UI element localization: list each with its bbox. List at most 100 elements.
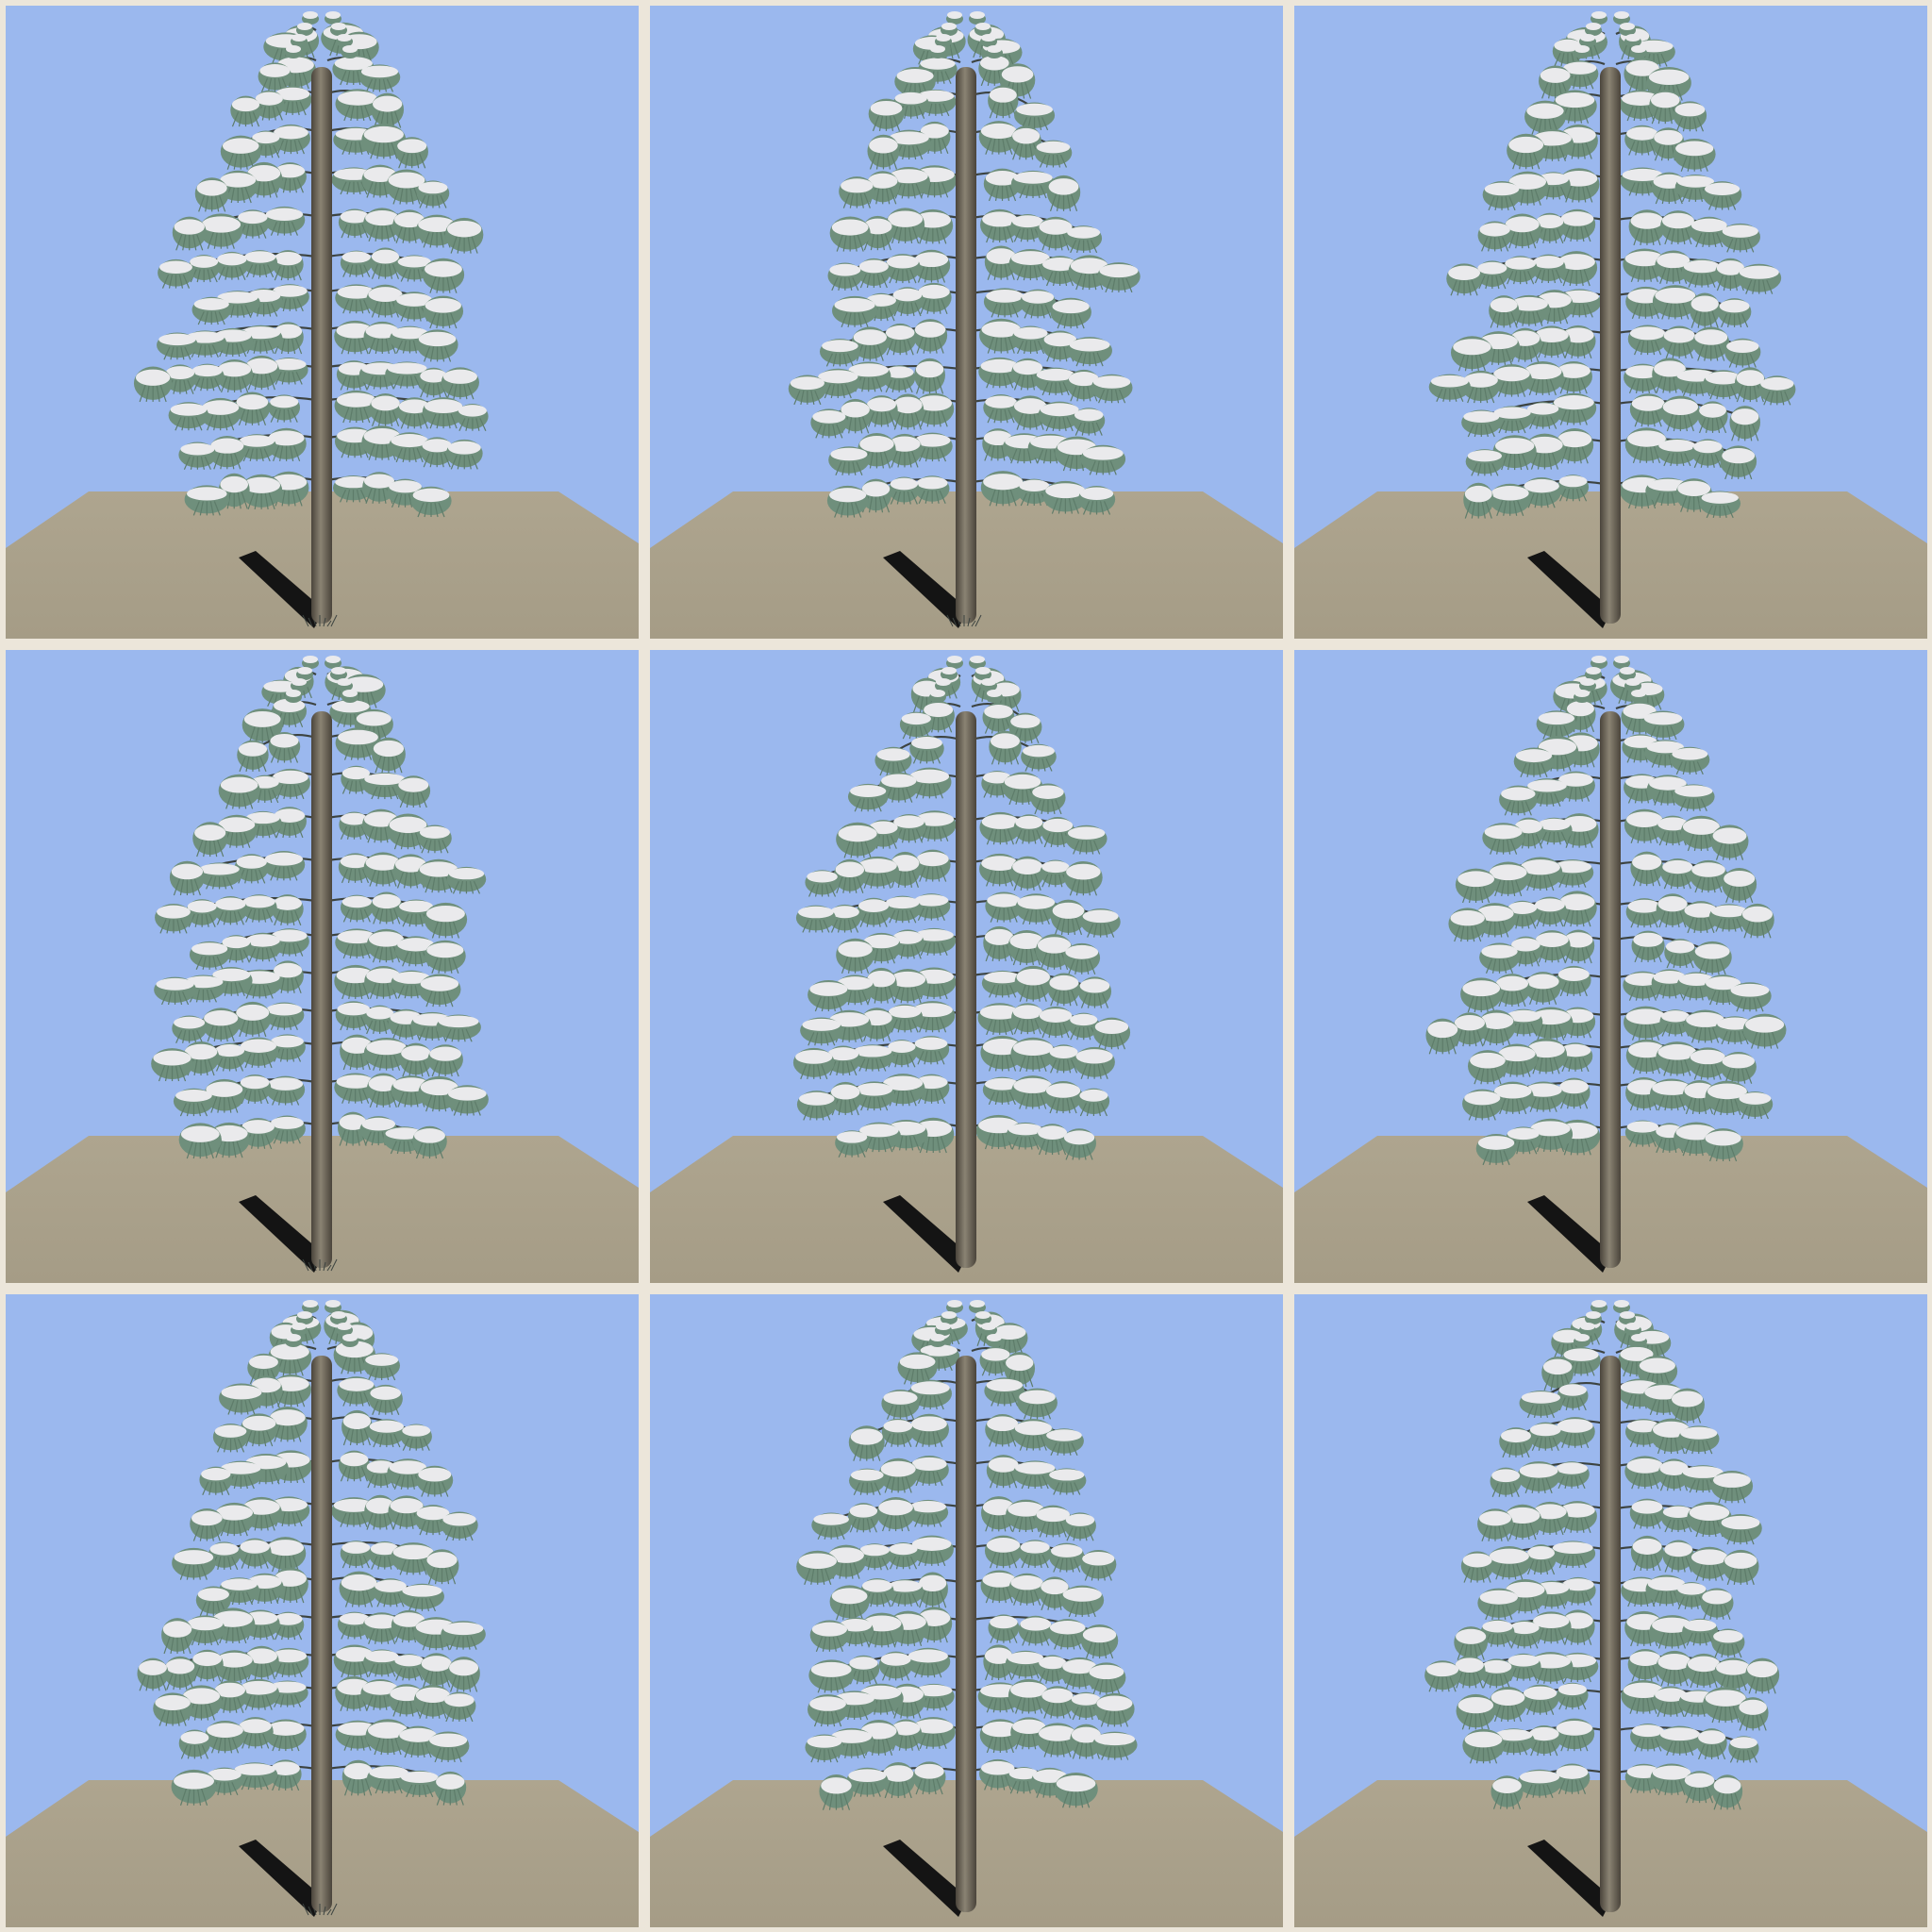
needles bbox=[850, 1060, 858, 1076]
needles bbox=[940, 226, 947, 244]
snow-cap bbox=[1052, 902, 1085, 919]
needles bbox=[1518, 453, 1523, 471]
needles bbox=[388, 1556, 392, 1570]
snow-cap bbox=[1574, 45, 1590, 53]
needles bbox=[210, 1666, 215, 1682]
snow-cap bbox=[158, 333, 196, 346]
needles bbox=[413, 375, 422, 389]
needles bbox=[183, 379, 188, 394]
needles bbox=[222, 876, 227, 890]
needles bbox=[1449, 1037, 1457, 1055]
needles bbox=[197, 311, 205, 325]
snow-cap bbox=[982, 772, 1012, 784]
needles bbox=[389, 1055, 394, 1071]
needles bbox=[261, 1090, 269, 1105]
needles bbox=[1621, 42, 1628, 60]
needles bbox=[193, 1666, 201, 1682]
needles bbox=[1641, 947, 1645, 963]
needles bbox=[1577, 107, 1583, 124]
needles bbox=[953, 42, 960, 59]
needles bbox=[1005, 1091, 1009, 1105]
needles bbox=[224, 1025, 228, 1042]
needles bbox=[1678, 303, 1683, 320]
needles bbox=[988, 1091, 995, 1106]
needles bbox=[1730, 385, 1738, 400]
needles bbox=[820, 1106, 824, 1121]
needles bbox=[911, 1019, 919, 1033]
snow-cap bbox=[364, 1614, 399, 1629]
needles bbox=[1726, 385, 1731, 400]
needles bbox=[369, 870, 376, 887]
snow-cap bbox=[222, 138, 259, 154]
needles bbox=[206, 876, 213, 890]
needles bbox=[1051, 497, 1058, 514]
needles bbox=[194, 913, 199, 927]
snow-cap bbox=[390, 1497, 424, 1514]
needles bbox=[397, 493, 403, 508]
needles bbox=[924, 447, 930, 462]
needles bbox=[346, 1694, 351, 1711]
needles bbox=[268, 492, 275, 510]
snow-cap bbox=[841, 178, 874, 193]
snow-cap bbox=[270, 1343, 309, 1360]
needles bbox=[236, 1058, 244, 1072]
needles bbox=[173, 379, 177, 394]
needles bbox=[1702, 1097, 1707, 1115]
snow-cap bbox=[1560, 211, 1594, 226]
needles bbox=[1585, 947, 1592, 964]
needles bbox=[345, 1129, 350, 1146]
snow-cap bbox=[334, 57, 373, 71]
needles bbox=[862, 344, 867, 361]
needles bbox=[412, 226, 417, 243]
needles bbox=[1013, 228, 1021, 242]
needles bbox=[1071, 990, 1078, 1007]
snow-cap bbox=[442, 1622, 484, 1636]
needles bbox=[372, 78, 377, 92]
needles bbox=[1680, 453, 1685, 467]
needles bbox=[467, 236, 472, 254]
needles bbox=[177, 991, 183, 1006]
needles bbox=[1071, 1059, 1078, 1074]
snow-cap bbox=[1563, 61, 1597, 75]
needles bbox=[443, 1671, 451, 1688]
snow-cap bbox=[1686, 1012, 1725, 1027]
needles bbox=[1640, 869, 1644, 887]
needles bbox=[908, 870, 913, 888]
needles bbox=[889, 909, 896, 924]
needles bbox=[987, 408, 994, 424]
snow-cap bbox=[204, 1010, 239, 1026]
needles bbox=[364, 744, 373, 760]
needles bbox=[457, 455, 461, 470]
needles bbox=[1580, 225, 1585, 242]
needles bbox=[342, 1428, 350, 1446]
needles bbox=[233, 1475, 238, 1490]
needles bbox=[1507, 312, 1511, 328]
needles bbox=[1559, 488, 1567, 502]
needles bbox=[1009, 984, 1017, 998]
needles bbox=[934, 1090, 940, 1104]
needles bbox=[400, 269, 408, 282]
snow-cap bbox=[1739, 265, 1779, 279]
needles bbox=[1704, 834, 1708, 852]
snow-cap bbox=[242, 1415, 276, 1431]
snow-cap bbox=[979, 1005, 1020, 1020]
needles bbox=[1533, 874, 1538, 891]
needles bbox=[1752, 279, 1757, 294]
snow-cap bbox=[239, 435, 275, 447]
snow-cap bbox=[1726, 340, 1759, 353]
needles bbox=[365, 1590, 374, 1607]
needles bbox=[399, 791, 407, 808]
needles bbox=[1558, 946, 1566, 963]
needles bbox=[281, 1663, 286, 1677]
snow-cap bbox=[1450, 910, 1485, 926]
needles bbox=[218, 266, 225, 280]
needles bbox=[245, 1430, 253, 1447]
snow-cap bbox=[1632, 854, 1662, 871]
needles bbox=[163, 1636, 171, 1655]
needles bbox=[242, 376, 249, 393]
needles bbox=[1008, 336, 1015, 354]
needles bbox=[395, 226, 403, 243]
needles bbox=[399, 1701, 404, 1717]
needles bbox=[1628, 378, 1637, 394]
needles bbox=[1467, 387, 1474, 404]
